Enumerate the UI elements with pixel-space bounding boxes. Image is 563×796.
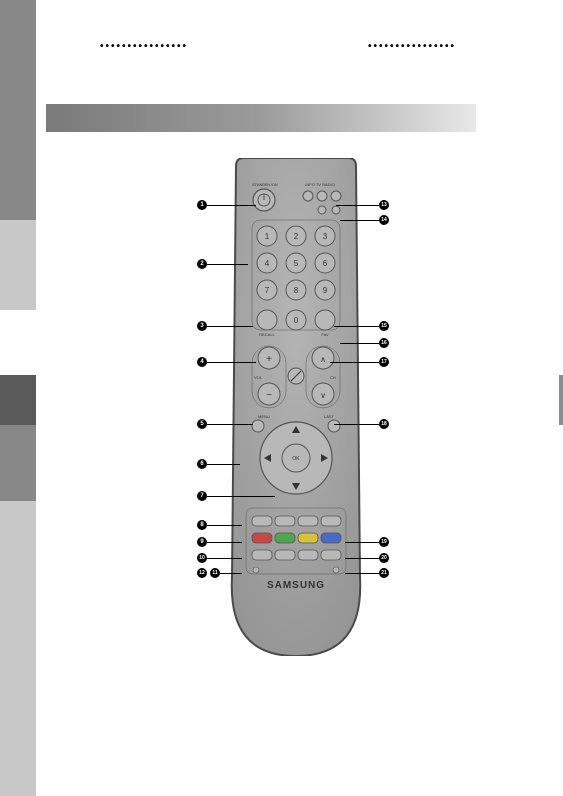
- callout-5: 5: [197, 419, 207, 429]
- sidebar-seg-2: [0, 220, 36, 310]
- label-info-tv-radio: INFO TV RADIO: [305, 182, 334, 187]
- svg-text:0: 0: [294, 316, 299, 325]
- callout-3: 3: [197, 321, 207, 331]
- svg-text:FAV: FAV: [321, 332, 329, 337]
- callout-15: 15: [379, 321, 389, 331]
- sidebar-seg-5: [0, 425, 36, 501]
- svg-text:3: 3: [323, 232, 328, 241]
- callout-12: 12: [197, 568, 207, 578]
- section-header-bar: [46, 104, 476, 132]
- svg-text:RECALL: RECALL: [259, 332, 275, 337]
- svg-text:1: 1: [265, 232, 270, 241]
- svg-text:+: +: [266, 354, 272, 365]
- callout-14: 14: [379, 215, 389, 225]
- callout-18: 18: [379, 419, 389, 429]
- callout-19: 19: [379, 537, 389, 547]
- svg-text:VOL: VOL: [254, 375, 263, 380]
- sidebar-seg-1: [0, 0, 36, 220]
- remote-svg: STANDBY/ON INFO TV RADIO 1 2 3 4 5 6: [222, 158, 370, 656]
- dots-right: ••••••••••••••••: [368, 41, 456, 52]
- svg-text:∨: ∨: [320, 391, 326, 400]
- svg-text:CH: CH: [330, 375, 336, 380]
- svg-text:8: 8: [294, 286, 299, 295]
- label-standby: STANDBY/ON: [252, 182, 278, 187]
- top-marker: [250, 0, 310, 4]
- manual-page: •••••••••••••••• •••••••••••••••• STANDB…: [0, 0, 563, 796]
- svg-text:9: 9: [323, 286, 328, 295]
- svg-text:∧: ∧: [320, 355, 326, 364]
- callout-16: 16: [379, 338, 389, 348]
- callout-4: 4: [197, 357, 207, 367]
- callout-9: 9: [197, 537, 207, 547]
- svg-text:2: 2: [294, 232, 299, 241]
- svg-text:−: −: [266, 390, 272, 401]
- remote-illustration: STANDBY/ON INFO TV RADIO 1 2 3 4 5 6: [222, 158, 370, 656]
- callout-6: 6: [197, 459, 207, 469]
- callout-8: 8: [197, 520, 207, 530]
- sidebar-seg-6: [0, 501, 36, 796]
- svg-text:4: 4: [265, 259, 270, 268]
- sidebar-seg-4: [0, 375, 36, 425]
- svg-text:6: 6: [323, 259, 328, 268]
- callout-2: 2: [197, 259, 207, 269]
- callout-11: 11: [210, 568, 220, 578]
- callout-10: 10: [197, 553, 207, 563]
- callout-13: 13: [379, 200, 389, 210]
- svg-text:7: 7: [265, 286, 270, 295]
- page-number-area: [270, 675, 294, 689]
- right-edge-tab: [559, 375, 563, 425]
- callout-20: 20: [379, 553, 389, 563]
- callout-17: 17: [379, 357, 389, 367]
- svg-text:OK: OK: [292, 456, 300, 462]
- callout-1: 1: [197, 200, 207, 210]
- sidebar-seg-3: [0, 310, 36, 375]
- svg-text:5: 5: [294, 259, 299, 268]
- callout-7: 7: [197, 491, 207, 501]
- svg-text:MENU: MENU: [258, 414, 270, 419]
- brand-label: SAMSUNG: [267, 580, 325, 591]
- callout-21: 21: [379, 568, 389, 578]
- dots-left: ••••••••••••••••: [100, 41, 188, 52]
- svg-text:LAST: LAST: [324, 414, 335, 419]
